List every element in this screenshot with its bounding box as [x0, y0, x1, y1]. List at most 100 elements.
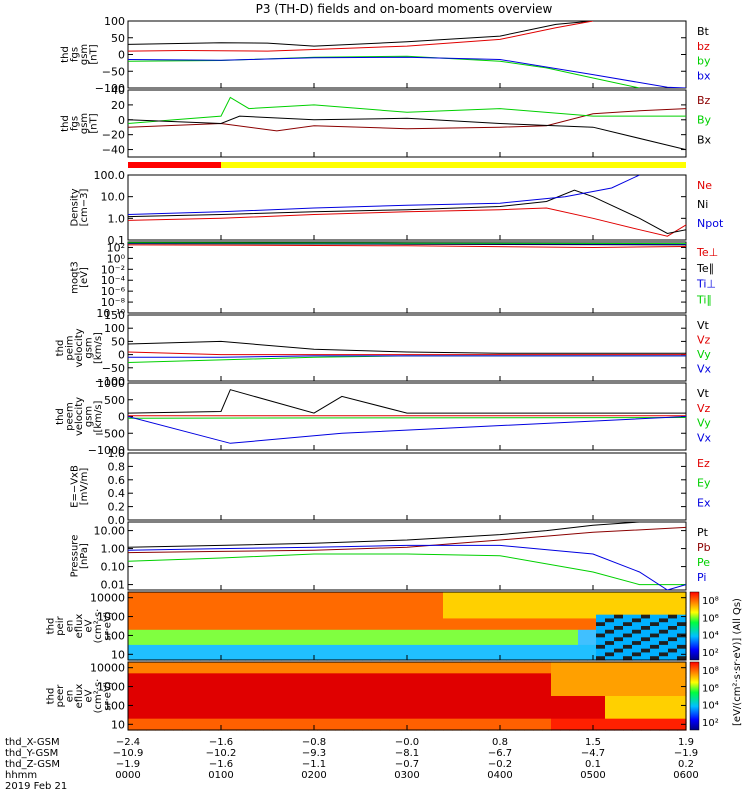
heatmap-cell	[641, 610, 651, 616]
y-axis-label-line: thd	[55, 340, 66, 357]
heatmap-cell	[443, 662, 453, 667]
heatmap-cell	[587, 610, 597, 616]
heatmap-cell	[560, 626, 570, 631]
heatmap-cell	[344, 626, 354, 631]
heatmap-cell	[425, 726, 435, 731]
heatmap-cell	[479, 707, 489, 712]
heatmap-cell	[308, 610, 318, 616]
heatmap-cell	[353, 633, 363, 638]
heatmap-cell	[389, 629, 399, 635]
heatmap-cell	[200, 648, 210, 654]
heatmap-cell	[281, 644, 291, 650]
heatmap-cell	[371, 595, 381, 601]
heatmap-cell	[425, 662, 435, 667]
heatmap-cell	[533, 614, 543, 620]
heatmap-cell	[614, 595, 624, 601]
heatmap-cell	[641, 641, 651, 646]
heatmap-cell	[443, 618, 453, 623]
heatmap-cell	[164, 607, 174, 612]
heatmap-cell	[470, 648, 480, 654]
heatmap-cell	[209, 614, 219, 620]
heatmap-cell	[389, 610, 399, 616]
heatmap-cell	[380, 629, 390, 635]
heatmap-cell	[497, 652, 507, 657]
heatmap-cell	[308, 618, 318, 623]
heatmap-cell	[254, 662, 264, 667]
heatmap-cell	[659, 718, 669, 724]
heatmap-cell	[173, 669, 183, 674]
y-tick-label: −100	[95, 82, 125, 95]
heatmap-cell	[335, 692, 345, 697]
heatmap-cell	[587, 677, 597, 682]
heatmap-cell	[353, 707, 363, 712]
heatmap-cell	[389, 652, 399, 657]
heatmap-cell	[173, 718, 183, 724]
heatmap-cell	[650, 626, 660, 631]
heatmap-cell	[407, 595, 417, 601]
heatmap-cell	[245, 665, 255, 671]
y-axis-label-line: E=−VxB	[69, 465, 80, 508]
heatmap-cell	[569, 688, 579, 693]
heatmap-cell	[254, 607, 264, 612]
y-tick-label: 1000	[97, 377, 125, 390]
heatmap-cell	[416, 603, 426, 608]
panel-frame	[127, 452, 687, 521]
heatmap-cell	[470, 629, 480, 635]
heatmap-cell	[389, 644, 399, 650]
heatmap-cell	[227, 622, 237, 627]
heatmap-cell	[380, 707, 390, 712]
heatmap-cell	[263, 599, 273, 604]
heatmap-cell	[425, 592, 435, 597]
series-line-Vt	[128, 389, 686, 414]
series-line-Pe	[128, 553, 686, 586]
heatmap-cell	[524, 622, 534, 627]
heatmap-cell	[290, 707, 300, 712]
heatmap-cell	[128, 656, 138, 661]
heatmap-cell	[668, 622, 678, 627]
heatmap-cell	[389, 592, 399, 597]
heatmap-cell	[371, 677, 381, 682]
legend-entry: Pi	[697, 571, 706, 584]
heatmap-cell	[614, 641, 624, 646]
heatmap-cell	[650, 592, 660, 597]
heatmap-cell	[380, 633, 390, 638]
x-axis-tick-label: 0.2	[678, 759, 694, 770]
x-axis-tick-label: 0300	[394, 770, 419, 781]
y-axis-label-line: [km/s]	[93, 332, 104, 364]
heatmap-cell	[326, 669, 336, 674]
heatmap-cell	[533, 592, 543, 597]
heatmap-cell	[470, 726, 480, 731]
heatmap-cell	[605, 699, 615, 705]
heatmap-cell	[605, 595, 615, 601]
heatmap-cell	[308, 622, 318, 627]
heatmap-cell	[578, 633, 588, 638]
heatmap-cell	[128, 677, 138, 682]
heatmap-cell	[272, 618, 282, 623]
heatmap-cell	[479, 673, 489, 678]
heatmap-cell	[551, 641, 561, 646]
heatmap-cell	[182, 607, 192, 612]
heatmap-cell	[677, 707, 687, 712]
heatmap-cell	[425, 607, 435, 612]
heatmap-cell	[254, 641, 264, 646]
heatmap-cell	[335, 633, 345, 638]
heatmap-cell	[191, 610, 201, 616]
y-tick-label: −40	[102, 144, 125, 157]
heatmap-cell	[533, 688, 543, 693]
heatmap-cell	[488, 692, 498, 697]
x-axis-tick-label: −0.2	[488, 759, 512, 770]
heatmap-cell	[236, 699, 246, 705]
heatmap-cell	[344, 656, 354, 661]
heatmap-cell	[551, 614, 561, 620]
heatmap-cell	[569, 641, 579, 646]
heatmap-cell	[398, 662, 408, 667]
heatmap-cell	[200, 688, 210, 693]
heatmap-cell	[443, 648, 453, 654]
heatmap-cell	[290, 662, 300, 667]
heatmap-cell	[416, 656, 426, 661]
heatmap-cell	[290, 595, 300, 601]
heatmap-cell	[335, 603, 345, 608]
heatmap-cell	[281, 614, 291, 620]
heatmap-cell	[596, 703, 606, 708]
heatmap-cell	[236, 665, 246, 671]
